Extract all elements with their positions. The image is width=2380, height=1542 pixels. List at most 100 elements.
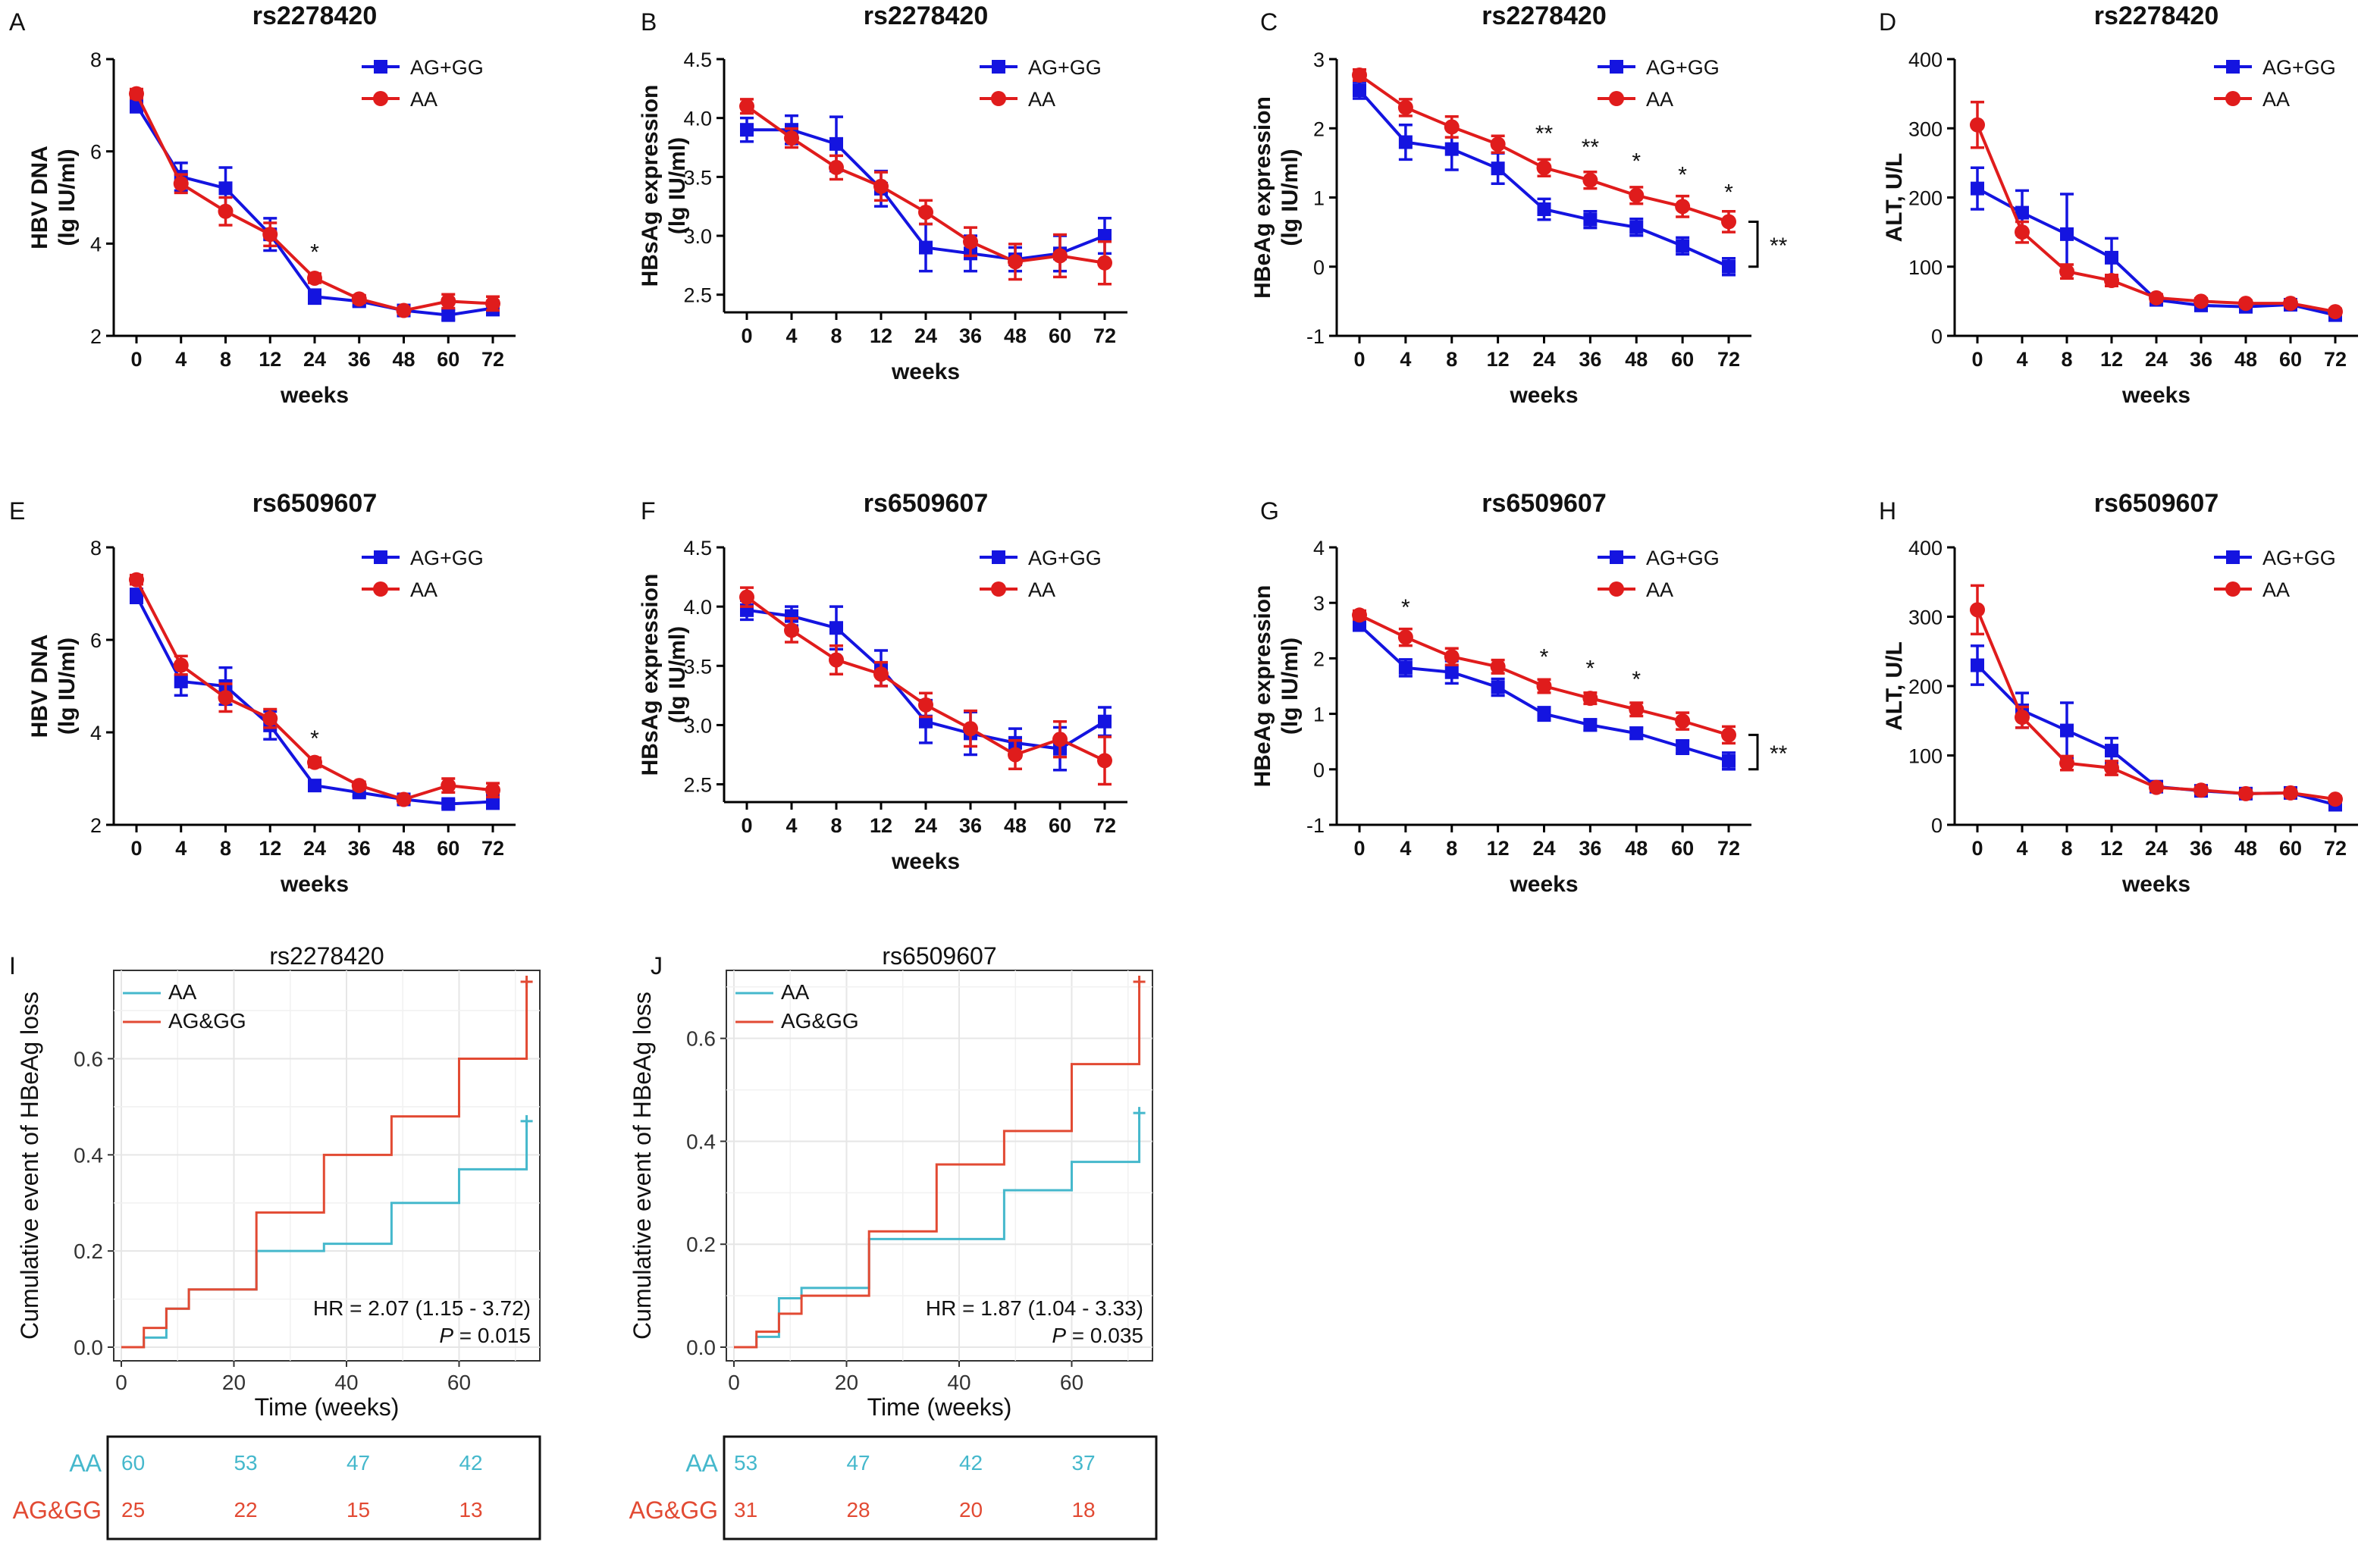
x-tick-label: 24 <box>2145 348 2168 371</box>
x-tick-label: 36 <box>2190 348 2212 371</box>
y-tick-label: 2 <box>90 325 102 348</box>
y-tick-label: 3 <box>1313 592 1325 615</box>
legend-marker <box>2225 581 2240 597</box>
data-point <box>1675 713 1691 729</box>
legend-marker <box>992 60 1005 74</box>
x-tick-label: 48 <box>1004 814 1027 837</box>
legend-marker <box>1609 91 1624 106</box>
chart-title: rs2278420 <box>269 942 384 970</box>
x-tick-label: 60 <box>1049 324 1071 347</box>
data-point <box>129 572 144 588</box>
data-point <box>1629 726 1644 741</box>
chart-title: rs6509607 <box>864 489 989 518</box>
data-point <box>873 666 889 682</box>
legend-marker <box>2226 550 2240 564</box>
y-tick-label: 300 <box>1908 606 1943 629</box>
data-point <box>1970 602 1985 618</box>
data-point <box>2015 224 2030 240</box>
data-point <box>1491 161 1505 176</box>
significance-mark: * <box>1586 656 1595 681</box>
risk-count: 47 <box>846 1451 870 1475</box>
data-point <box>1536 160 1552 176</box>
x-tick-label: 60 <box>1671 837 1694 860</box>
panel-letter: D <box>1879 8 1896 36</box>
y-tick-label: 4.0 <box>683 108 712 130</box>
data-point <box>1398 135 1413 149</box>
y-axis-label: HBV DNA <box>27 146 52 249</box>
risk-count: 53 <box>234 1451 257 1475</box>
y-tick-label: 8 <box>90 537 102 559</box>
x-axis-label: weeks <box>1509 383 1578 408</box>
p-value: P = 0.015 <box>439 1324 531 1347</box>
y-tick-label: 0 <box>1313 759 1325 782</box>
y-tick-label: 0.4 <box>686 1130 716 1153</box>
y-axis-label: (lg IU/ml) <box>665 137 690 234</box>
x-tick-label: 12 <box>2100 348 2123 371</box>
significance-bracket <box>1748 220 1759 268</box>
risk-row-label: AG&GG <box>13 1497 102 1524</box>
bracket-mark: ** <box>1770 233 1788 259</box>
km-curve-ag-gg <box>734 982 1141 1349</box>
x-tick-label: 24 <box>1532 348 1555 371</box>
data-point <box>829 652 844 668</box>
x-tick-label: 60 <box>1671 348 1694 371</box>
x-tick-label: 48 <box>1004 324 1027 347</box>
x-tick-label: 0 <box>115 1371 127 1394</box>
x-tick-label: 60 <box>447 1371 471 1394</box>
risk-count: 13 <box>459 1498 482 1522</box>
data-point <box>1444 665 1459 679</box>
data-point <box>1398 660 1413 675</box>
data-point <box>307 754 322 770</box>
y-tick-label: 2.5 <box>683 284 712 307</box>
x-tick-label: 48 <box>1625 837 1648 860</box>
risk-count: 28 <box>846 1498 870 1522</box>
y-axis-label: Cumulative event of HBeAg loss <box>16 992 43 1340</box>
legend-marker <box>373 581 388 597</box>
data-point <box>2238 296 2253 312</box>
x-tick-label: 36 <box>1579 348 1601 371</box>
y-tick-label: 4.0 <box>683 596 712 619</box>
y-tick-label: 4 <box>90 722 102 744</box>
x-tick-label: 60 <box>437 348 459 371</box>
data-point <box>2328 304 2343 320</box>
x-tick-label: 12 <box>870 324 892 347</box>
panel-letter: E <box>9 497 25 525</box>
data-point <box>1352 67 1367 83</box>
x-tick-label: 12 <box>2100 837 2123 860</box>
x-tick-label: 72 <box>1093 324 1116 347</box>
data-point <box>918 204 933 220</box>
legend-label: AA <box>2262 88 2290 111</box>
x-tick-label: 8 <box>1446 837 1457 860</box>
y-axis-label: ALT, U/L <box>1882 153 1907 243</box>
y-axis-label: HBeAg expression <box>1250 585 1275 788</box>
data-point <box>1629 701 1645 717</box>
legend-label: AG+GG <box>2262 56 2336 79</box>
legend-marker <box>373 91 388 106</box>
data-point <box>129 86 144 102</box>
x-tick-label: 48 <box>1625 348 1648 371</box>
risk-row-label: AA <box>685 1450 718 1477</box>
x-tick-label: 20 <box>835 1371 858 1394</box>
data-point <box>1722 259 1736 274</box>
data-point <box>351 778 367 794</box>
legend-label: AA <box>781 980 810 1004</box>
data-point <box>963 721 978 737</box>
y-tick-label: 200 <box>1908 187 1943 210</box>
data-point <box>2015 205 2029 220</box>
legend-label: AA <box>168 980 197 1004</box>
chart-title: rs6509607 <box>252 489 378 518</box>
data-point <box>1721 214 1736 230</box>
data-point <box>1676 239 1690 253</box>
panel-letter: A <box>9 8 26 36</box>
y-tick-label: 1 <box>1313 187 1325 210</box>
data-point <box>2059 755 2074 771</box>
risk-count: 53 <box>734 1451 757 1475</box>
y-axis-label: Cumulative event of HBeAg loss <box>629 992 656 1340</box>
x-axis-label: weeks <box>891 359 960 384</box>
data-point <box>1970 117 1985 133</box>
data-point <box>218 690 234 706</box>
data-point <box>2105 744 2118 758</box>
x-axis-label: weeks <box>1509 872 1578 897</box>
